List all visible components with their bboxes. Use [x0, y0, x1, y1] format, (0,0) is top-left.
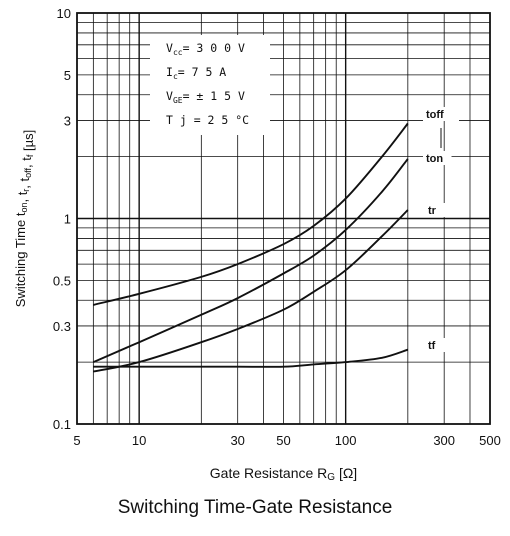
- series-label-ton: ton: [426, 153, 443, 165]
- axis-title-layer: Gate Resistance RG [Ω] Switching Time ton…: [13, 130, 357, 483]
- conditions-bg: [150, 35, 270, 135]
- condition-Vcc: Vcc= 3 0 0 V: [166, 41, 245, 57]
- x-tick-label: 30: [230, 433, 244, 448]
- y-tick-label: 0.3: [53, 319, 71, 334]
- condition-Tj: T j = 2 5 °C: [166, 113, 249, 127]
- grid-layer: [76, 12, 491, 425]
- condition-VGE: VGE= ± 1 5 V: [166, 89, 245, 105]
- series-label-bg: [423, 151, 452, 165]
- y-tick-label: 0.1: [53, 417, 71, 432]
- y-tick-label: 5: [64, 68, 71, 83]
- y-tick-label: 10: [57, 6, 71, 21]
- condition-Ic: Ic= 7 5 A: [166, 65, 226, 81]
- series-label-tr: tr: [428, 205, 437, 217]
- series-label-layer: toff ton tr tf: [423, 107, 459, 352]
- x-tick-label: 500: [479, 433, 501, 448]
- x-tick-label: 100: [335, 433, 357, 448]
- x-tick-label: 5: [73, 433, 80, 448]
- x-tick-label: 50: [276, 433, 290, 448]
- series-line-toff: [93, 122, 409, 306]
- series-layer: [93, 122, 409, 373]
- chart-caption: Switching Time-Gate Resistance: [117, 497, 393, 518]
- x-tick-label: 300: [433, 433, 455, 448]
- series-label-toff: toff: [426, 109, 444, 121]
- y-tick-label: 0.5: [53, 273, 71, 288]
- x-tick-label: 10: [132, 433, 146, 448]
- series-label-bg: [423, 107, 459, 121]
- tick-label-layer: 5 10 30 50 100 300 500 0.1 0.3 0.5 1 3 5 10: [53, 6, 501, 448]
- y-tick-label: 3: [64, 113, 71, 128]
- y-axis-title: Switching Time ton, tr, toff, tf [µs]: [13, 130, 36, 307]
- series-line-ton: [93, 158, 409, 363]
- plot-frame: [76, 12, 491, 425]
- series-line-tr: [93, 209, 409, 373]
- conditions-box: Vcc= 3 0 0 V Ic= 7 5 A VGE= ± 1 5 V T j = 2…: [150, 35, 270, 135]
- series-line-tf: [93, 348, 409, 368]
- series-label-bg: [425, 338, 446, 352]
- y-tick-label: 1: [64, 212, 71, 227]
- series-label-tf: tf: [428, 340, 436, 352]
- x-axis-title: Gate Resistance RG [Ω]: [210, 465, 357, 483]
- series-label-bg: [425, 203, 446, 217]
